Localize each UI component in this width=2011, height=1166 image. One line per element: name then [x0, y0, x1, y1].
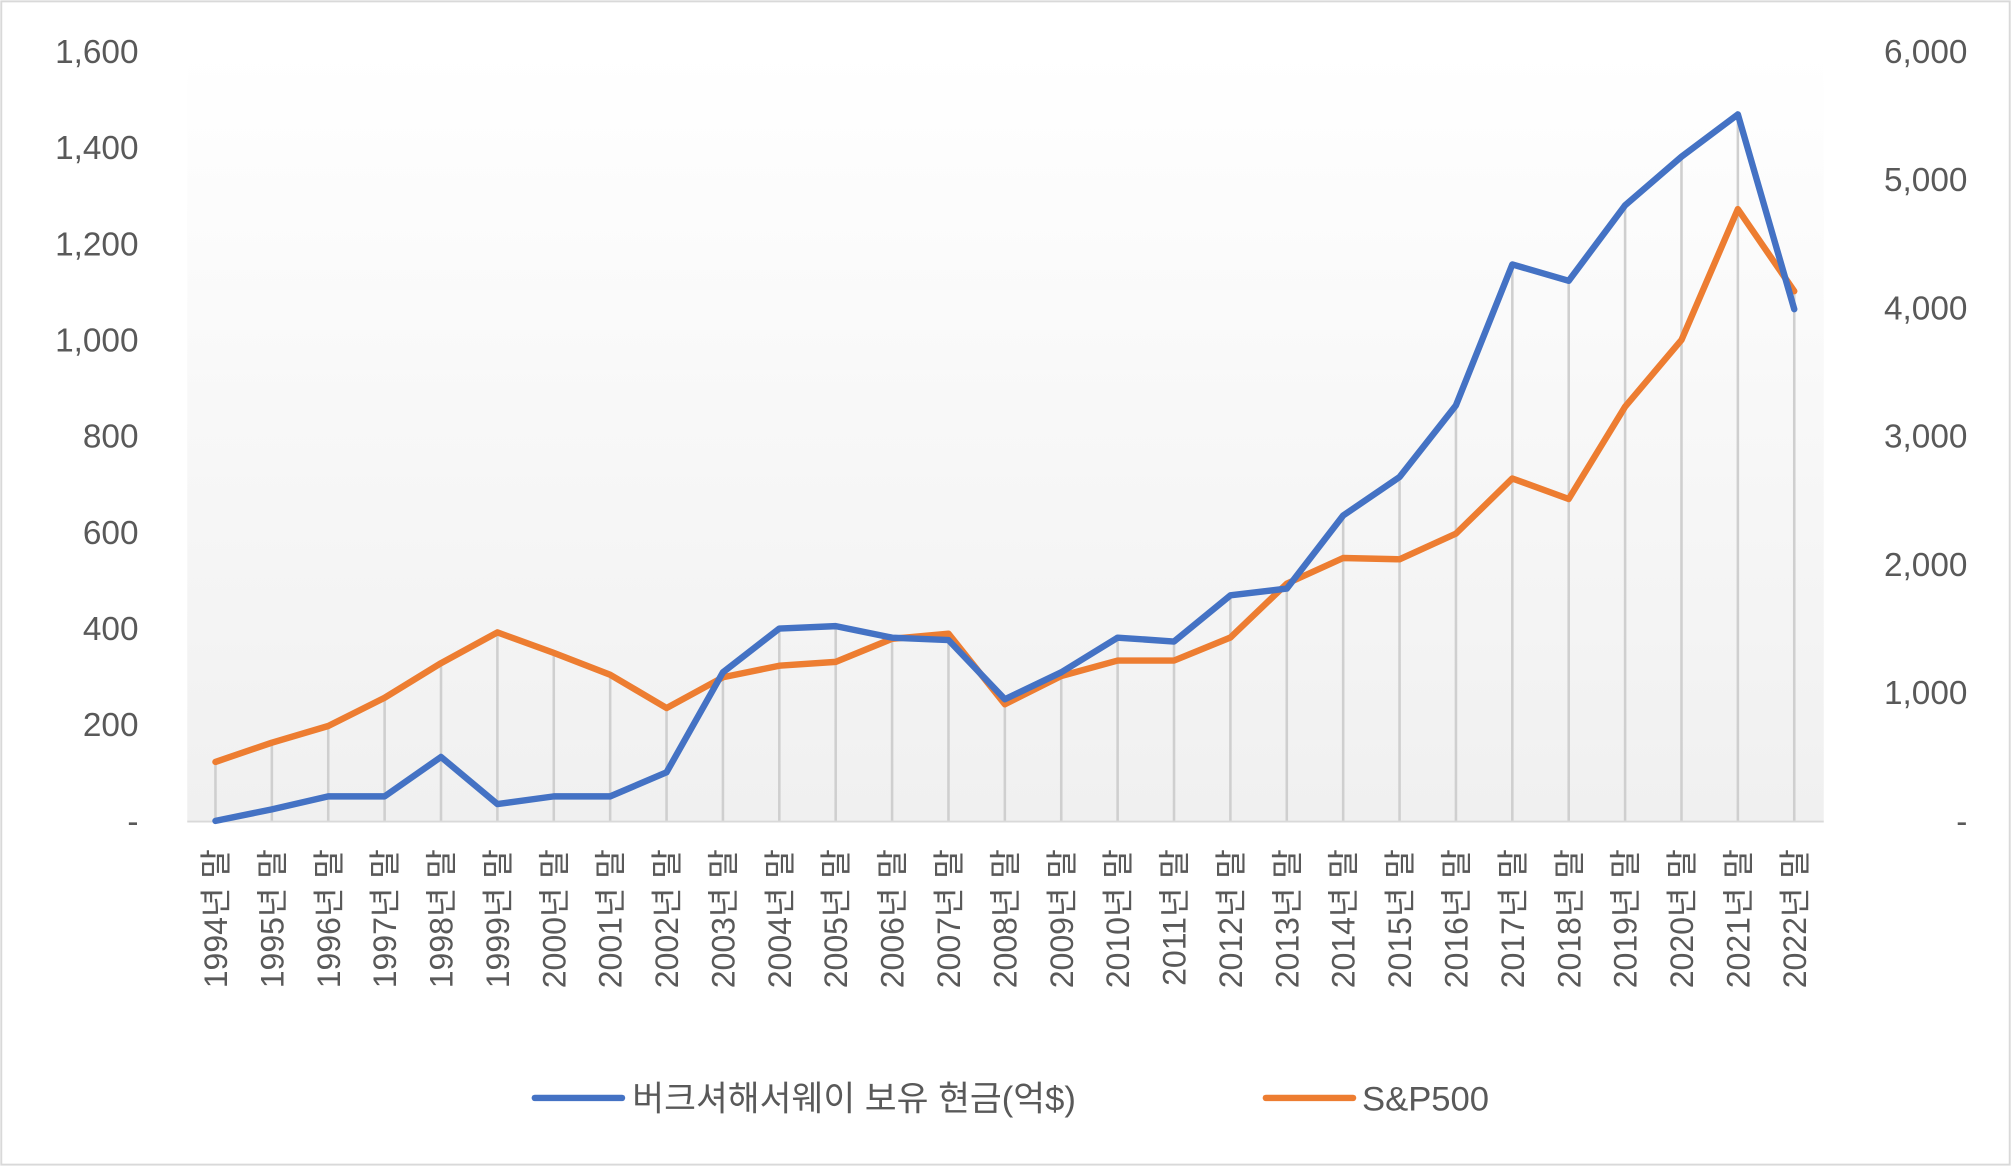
plot-area	[187, 51, 1824, 821]
x-tick-label: 2000년 말	[536, 849, 572, 988]
x-tick-label: 2018년 말	[1551, 849, 1587, 988]
x-tick-label: 2022년 말	[1777, 849, 1813, 988]
x-tick-label: 1999년 말	[480, 849, 516, 988]
x-tick-label: 1995년 말	[254, 849, 290, 988]
x-tick-label: 2005년 말	[818, 849, 854, 988]
y-left-tick-label: 800	[83, 419, 139, 456]
x-tick-label: 2016년 말	[1438, 849, 1474, 988]
y-right-tick-label: 4,000	[1884, 290, 1967, 327]
y-right-tick-label: 6,000	[1884, 34, 1967, 71]
y-left-tick-label: 1,200	[55, 226, 138, 263]
x-tick-label: 2007년 말	[931, 849, 967, 988]
series-line-sp500	[212, 205, 1798, 766]
x-tick-label: 2014년 말	[1326, 849, 1362, 988]
y-left-tick-label: -	[127, 803, 138, 840]
y-left-tick-label: 600	[83, 515, 139, 552]
x-tick-label: 2002년 말	[649, 849, 685, 988]
legend-label-sp500: S&P500	[1362, 1081, 1489, 1119]
x-tick-label: 2001년 말	[593, 849, 629, 988]
y-right-tick-label: 3,000	[1884, 419, 1967, 456]
x-tick-label: 2012년 말	[1213, 849, 1249, 988]
y-right-tick-label: -	[1956, 803, 1967, 840]
x-tick-label: 1994년 말	[198, 849, 234, 988]
y-left-tick-label: 1,000	[55, 323, 138, 360]
y-right-tick-label: 1,000	[1884, 675, 1967, 712]
x-tick-label: 2010년 말	[1100, 849, 1136, 988]
x-tick-label: 2004년 말	[762, 849, 798, 988]
y-left-tick-label: 400	[83, 611, 139, 648]
x-tick-label: 2011년 말	[1157, 849, 1193, 986]
x-tick-label: 2008년 말	[987, 849, 1023, 988]
y-right-tick-label: 2,000	[1884, 547, 1967, 584]
x-tick-label: 1996년 말	[311, 849, 347, 988]
x-tick-label: 2009년 말	[1044, 849, 1080, 988]
x-tick-label: 2017년 말	[1495, 849, 1531, 988]
x-tick-label: 2006년 말	[875, 849, 911, 988]
x-tick-label: 1998년 말	[424, 849, 460, 988]
x-tick-label: 2021년 말	[1720, 849, 1756, 988]
x-tick-label: 2019년 말	[1608, 849, 1644, 988]
x-tick-label: 2015년 말	[1382, 849, 1418, 988]
x-tick-label: 2013년 말	[1269, 849, 1305, 988]
x-tick-label: 2003년 말	[705, 849, 741, 988]
series-line-berkshire-cash	[212, 111, 1798, 825]
x-tick-label: 2020년 말	[1664, 849, 1700, 988]
y-left-tick-label: 200	[83, 707, 139, 744]
y-right-tick-label: 5,000	[1884, 162, 1967, 199]
y-left-tick-label: 1,600	[55, 34, 138, 71]
legend-label-berkshire-cash: 버크셔해서웨이 보유 현금(억$)	[632, 1081, 1076, 1119]
y-left-tick-label: 1,400	[55, 130, 138, 167]
x-tick-label: 1997년 말	[367, 849, 403, 988]
